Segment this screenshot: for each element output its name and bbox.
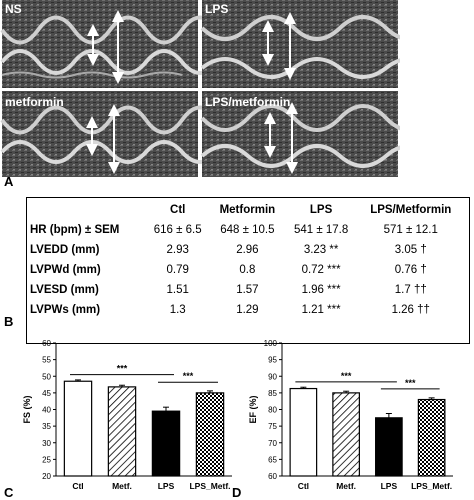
significance-label: *** — [405, 378, 416, 388]
table-row: HR (bpm) ± SEM 616 ± 6.5 648 ± 10.5 541 … — [26, 220, 464, 240]
echo-label-lps-metformin: LPS/metformin — [205, 95, 290, 109]
y-tick-label: 70 — [268, 439, 277, 448]
x-tick-label: Ctl — [72, 481, 83, 491]
table-cell: 541 ± 17.8 — [293, 224, 349, 236]
echo-figure: NS LPS metformin LPS/metformin — [0, 0, 434, 178]
significance-label: *** — [341, 371, 352, 381]
table-cell: 1.51 — [166, 284, 189, 296]
x-tick-label: Ctl — [298, 481, 309, 491]
table-cell: 1.96 *** — [301, 284, 341, 296]
echo-label-lps: LPS — [205, 2, 228, 16]
panel-letter-d: D — [232, 485, 242, 500]
x-tick-label: LPS_Metf. — [189, 481, 230, 491]
table-cell: 1.3 — [169, 304, 186, 316]
y-tick-label: 30 — [42, 439, 51, 448]
row-label: HR (bpm) ± SEM — [30, 224, 120, 236]
bar-lpsmetf — [417, 398, 446, 477]
table-cell: 1.21 *** — [301, 304, 341, 316]
ef-bar-chart: 60 65 70 75 80 85 90 95 100 EF (%) Ctl Metf. LPS LPS_… — [248, 339, 453, 491]
x-tick-label: LPS_Metf. — [411, 481, 452, 491]
y-tick-label: 50 — [42, 372, 51, 381]
column-header: LPS/Metformin — [370, 204, 452, 216]
table-cell: 3.23 ** — [303, 244, 339, 256]
table-row: LVPWs (mm) 1.3 1.29 1.21 *** 1.26 †† — [26, 300, 464, 320]
significance-label: *** — [183, 371, 194, 381]
y-tick-label: 80 — [268, 406, 277, 415]
y-tick-label: 60 — [42, 339, 51, 348]
column-header: Ctl — [170, 204, 186, 216]
y-tick-label: 20 — [42, 472, 51, 481]
table-cell: 0.72 *** — [301, 264, 341, 276]
bar-ctl — [63, 380, 93, 477]
bar-metf — [332, 392, 360, 477]
y-tick-label: 95 — [268, 356, 277, 365]
y-tick-label: 90 — [268, 372, 277, 381]
echo-panel-ns: NS — [0, 0, 220, 88]
panel-letter-b: B — [4, 314, 14, 329]
fs-bar-chart: 20 25 30 35 40 45 50 55 60 FS (%) Ctl Metf. LPS LPS_M… — [22, 339, 232, 491]
x-tick-label: Metf. — [112, 481, 132, 491]
table-cell: 3.05 † — [394, 244, 427, 256]
table-cell: 648 ± 10.5 — [220, 224, 275, 236]
x-tick-label: Metf. — [336, 481, 356, 491]
table-cell: 1.57 — [236, 284, 259, 296]
echo-panel-lps: LPS — [200, 0, 434, 88]
y-tick-label: 45 — [42, 389, 51, 398]
row-label: LVEDD (mm) — [30, 244, 100, 256]
table-cell: 0.79 — [166, 264, 189, 276]
bar-lps — [151, 410, 181, 477]
bar-lpsmetf — [195, 392, 225, 477]
table-frame — [26, 197, 470, 344]
y-tick-label: 65 — [268, 455, 277, 464]
table-cell: 2.96 — [236, 244, 259, 256]
bar-metf — [107, 386, 137, 477]
table-header-row: Ctl Metformin LPS LPS/Metformin — [26, 200, 464, 220]
echo-svg: NS LPS metformin LPS/metformin — [0, 0, 434, 177]
x-tick-label: LPS — [381, 481, 398, 491]
panel-letter-c: C — [4, 485, 14, 500]
y-tick-label: 100 — [264, 339, 278, 348]
bar-lps — [375, 417, 403, 477]
y-tick-label: 60 — [268, 472, 277, 481]
bar-ctl — [289, 387, 318, 477]
y-tick-label: 55 — [42, 356, 51, 365]
table-cell: 616 ± 6.5 — [153, 224, 202, 236]
table-cell: 1.29 — [236, 304, 259, 316]
table-cell: 0.76 † — [394, 264, 427, 276]
table-cell: 0.8 — [239, 264, 256, 276]
column-header: LPS — [309, 204, 333, 216]
significance-label: *** — [117, 364, 128, 374]
row-label: LVESD (mm) — [30, 284, 99, 296]
measurements-table: Ctl Metformin LPS LPS/Metformin HR (bpm)… — [26, 200, 464, 320]
table-row: LVEDD (mm) 2.93 2.96 3.23 ** 3.05 † — [26, 240, 464, 260]
table-cell: 1.7 †† — [394, 284, 427, 296]
table-row: LVESD (mm) 1.51 1.57 1.96 *** 1.7 †† — [26, 280, 464, 300]
row-label: LVPWd (mm) — [30, 264, 101, 276]
y-tick-label: 25 — [42, 455, 51, 464]
column-header — [26, 200, 145, 220]
row-label: LVPWs (mm) — [30, 304, 101, 316]
echo-panel-lps-metformin: LPS/metformin — [200, 91, 434, 177]
y-tick-label: 35 — [42, 422, 51, 431]
panel-letter-a: A — [4, 174, 14, 189]
table-cell: 1.26 †† — [391, 304, 430, 316]
echo-label-metformin: metformin — [5, 95, 64, 109]
x-tick-label: LPS — [158, 481, 175, 491]
column-header: Metformin — [219, 204, 276, 216]
echo-panel-metformin: metformin — [0, 91, 220, 177]
y-axis-label: FS (%) — [22, 395, 32, 423]
table-cell: 571 ± 12.1 — [383, 224, 438, 236]
y-axis-label: EF (%) — [248, 395, 258, 423]
table-cell: 2.93 — [166, 244, 189, 256]
echo-label-ns: NS — [5, 2, 22, 16]
table-row: LVPWd (mm) 0.79 0.8 0.72 *** 0.76 † — [26, 260, 464, 280]
y-tick-label: 75 — [268, 422, 277, 431]
y-tick-label: 85 — [268, 389, 277, 398]
y-tick-label: 40 — [42, 406, 51, 415]
